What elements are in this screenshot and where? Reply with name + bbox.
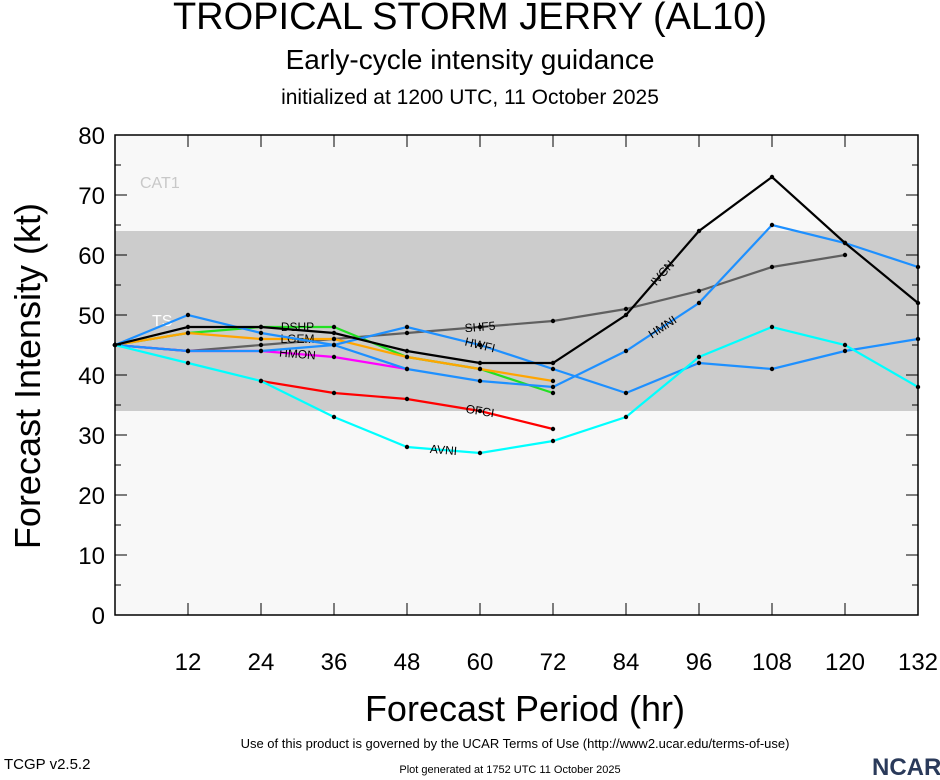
x-tick-label: 120 <box>825 649 865 676</box>
data-point-ivcn <box>258 324 264 330</box>
data-point-avni <box>331 414 337 420</box>
data-point-lgem <box>258 336 264 342</box>
data-point-ofci <box>477 408 483 414</box>
data-point-hwfi <box>623 390 629 396</box>
chart-subtitle: Early-cycle intensity guidance <box>285 44 655 75</box>
data-point-ivcn <box>696 228 702 234</box>
data-point-ivcn <box>550 360 556 366</box>
data-point-avni <box>769 324 775 330</box>
data-point-lgem <box>477 366 483 372</box>
data-point-hwfi <box>696 360 702 366</box>
band-label-cat1: CAT1 <box>140 175 180 192</box>
series-label-shf5: SHF5 <box>464 319 496 335</box>
data-point-hmon <box>331 354 337 360</box>
data-point-hmni <box>623 348 629 354</box>
data-point-hwfi <box>550 366 556 372</box>
generated-text: Plot generated at 1752 UTC 11 October 20… <box>399 764 621 776</box>
x-tick-label: 60 <box>467 649 494 676</box>
y-tick-label: 40 <box>78 363 105 390</box>
y-axis-label: Forecast Intensity (kt) <box>7 202 48 550</box>
x-tick-label: 84 <box>613 649 640 676</box>
data-point-hwfi <box>258 330 264 336</box>
data-point-hmni <box>769 222 775 228</box>
terms-text: Use of this product is governed by the U… <box>240 736 790 751</box>
chart-title: TROPICAL STORM JERRY (AL10) <box>172 0 768 38</box>
y-tick-label: 20 <box>78 483 105 510</box>
y-tick-label: 50 <box>78 303 105 330</box>
x-tick-label: 132 <box>898 649 938 676</box>
data-point-hwfi <box>185 312 191 318</box>
data-point-hwfi <box>404 324 410 330</box>
chart-init-time: initialized at 1200 UTC, 11 October 2025 <box>281 86 659 109</box>
data-point-ofci <box>331 390 337 396</box>
x-tick-label: 108 <box>752 649 792 676</box>
series-line-hwfi <box>114 313 919 395</box>
data-point-lgem <box>331 336 337 342</box>
y-tick-label: 80 <box>78 123 105 150</box>
x-tick-label: 72 <box>540 649 567 676</box>
data-point-avni <box>477 450 483 456</box>
data-point-hwfi <box>331 342 337 348</box>
data-point-shf5 <box>258 342 264 348</box>
series-label-avni: AVNI <box>429 442 457 458</box>
data-point-hwfi <box>842 348 848 354</box>
data-point-hmni <box>404 366 410 372</box>
data-point-ivcn <box>769 174 775 180</box>
data-point-shf5 <box>477 324 483 330</box>
x-tick-label: 48 <box>394 649 421 676</box>
data-point-ivcn <box>185 324 191 330</box>
data-point-avni <box>623 414 629 420</box>
x-tick-label: 96 <box>686 649 713 676</box>
y-tick-label: 70 <box>78 183 105 210</box>
data-point-hmni <box>258 348 264 354</box>
data-point-avni <box>842 342 848 348</box>
data-point-ivcn <box>477 360 483 366</box>
data-point-ivcn <box>331 330 337 336</box>
data-point-avni <box>185 360 191 366</box>
series-line-hmni <box>114 223 919 389</box>
data-point-ivcn <box>404 348 410 354</box>
series-line-avni <box>114 325 919 455</box>
data-point-lgem <box>185 330 191 336</box>
y-tick-label: 30 <box>78 423 105 450</box>
data-point-shf5 <box>404 330 410 336</box>
ncar-logo: NCAR <box>872 754 940 780</box>
data-point-lgem <box>404 354 410 360</box>
data-point-ivcn <box>623 312 629 318</box>
x-tick-label: 36 <box>321 649 348 676</box>
y-tick-label: 0 <box>92 603 105 630</box>
data-point-avni <box>696 354 702 360</box>
data-point-ivcn <box>842 240 848 246</box>
data-point-shf5 <box>550 318 556 324</box>
data-point-ofci <box>550 426 556 432</box>
y-tick-label: 60 <box>78 243 105 270</box>
data-point-hmni <box>550 384 556 390</box>
data-point-hmni <box>477 378 483 384</box>
data-point-avni <box>258 378 264 384</box>
series-label-ofci: OFCI <box>465 402 496 420</box>
series-line-ivcn <box>114 175 919 365</box>
version-text: TCGP v2.5.2 <box>4 756 91 773</box>
data-point-hmni <box>696 300 702 306</box>
data-point-dshp <box>550 390 556 396</box>
data-point-lgem <box>550 378 556 384</box>
data-point-shf5 <box>623 306 629 312</box>
data-point-hmni <box>185 348 191 354</box>
data-point-avni <box>550 438 556 444</box>
data-point-hwfi <box>769 366 775 372</box>
data-point-dshp <box>331 324 337 330</box>
band-label-ts: TS <box>152 313 172 330</box>
data-point-shf5 <box>842 252 848 258</box>
data-point-shf5 <box>696 288 702 294</box>
y-tick-label: 10 <box>78 543 105 570</box>
x-axis-label: Forecast Period (hr) <box>364 688 686 729</box>
data-point-ofci <box>404 396 410 402</box>
data-point-avni <box>404 444 410 450</box>
data-point-shf5 <box>769 264 775 270</box>
x-tick-label: 12 <box>175 649 202 676</box>
data-point-hwfi <box>477 342 483 348</box>
x-tick-label: 24 <box>248 649 275 676</box>
